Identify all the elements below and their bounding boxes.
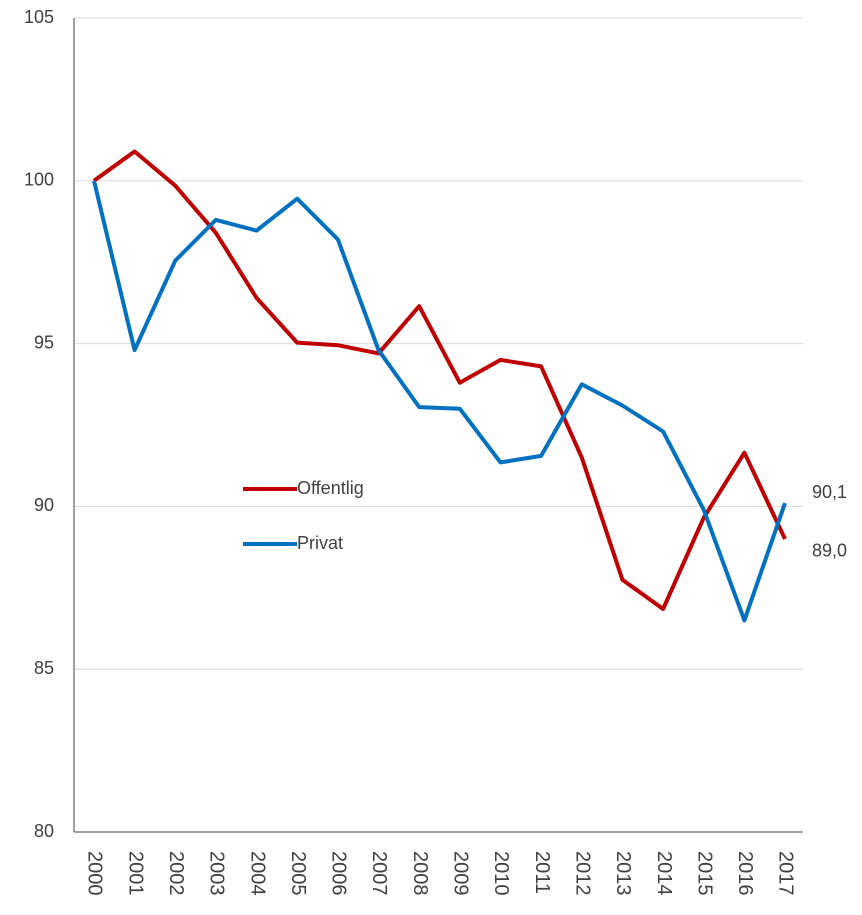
x-tick-label: 2002 [165, 851, 187, 896]
x-tick-label: 2017 [775, 851, 797, 896]
x-tick-label: 2010 [490, 851, 512, 896]
x-tick-label: 2001 [124, 851, 146, 896]
x-tick-label: 2000 [84, 851, 106, 896]
x-tick-label: 2015 [693, 851, 715, 896]
x-tick-label: 2009 [450, 851, 472, 896]
x-tick-label: 2004 [246, 851, 268, 896]
x-tick-label: 2011 [531, 851, 553, 894]
legend-label: Offentlig [297, 478, 364, 498]
x-tick-label: 2008 [409, 851, 431, 896]
x-tick-label: 2003 [206, 851, 228, 896]
x-tick-label: 2005 [287, 851, 309, 896]
x-tick-label: 2012 [571, 851, 593, 896]
series-line [92, 149, 787, 611]
x-tick-label: 2013 [612, 851, 634, 896]
legend-label: Privat [297, 533, 343, 553]
x-tick-label: 2007 [368, 851, 390, 896]
y-tick-label: 80 [34, 821, 54, 841]
y-tick-label: 90 [34, 495, 54, 515]
y-tick-label: 85 [34, 658, 54, 678]
x-tick-label: 2006 [328, 851, 350, 896]
y-tick-label: 95 [34, 332, 54, 352]
y-tick-label: 105 [24, 7, 54, 27]
value-label: 90,1 [812, 482, 847, 502]
y-tick-label: 100 [24, 170, 54, 190]
x-tick-label: 2014 [653, 851, 675, 896]
value-label: 89,0 [812, 541, 847, 561]
x-tick-label: 2016 [734, 851, 756, 896]
series-line [92, 180, 787, 623]
